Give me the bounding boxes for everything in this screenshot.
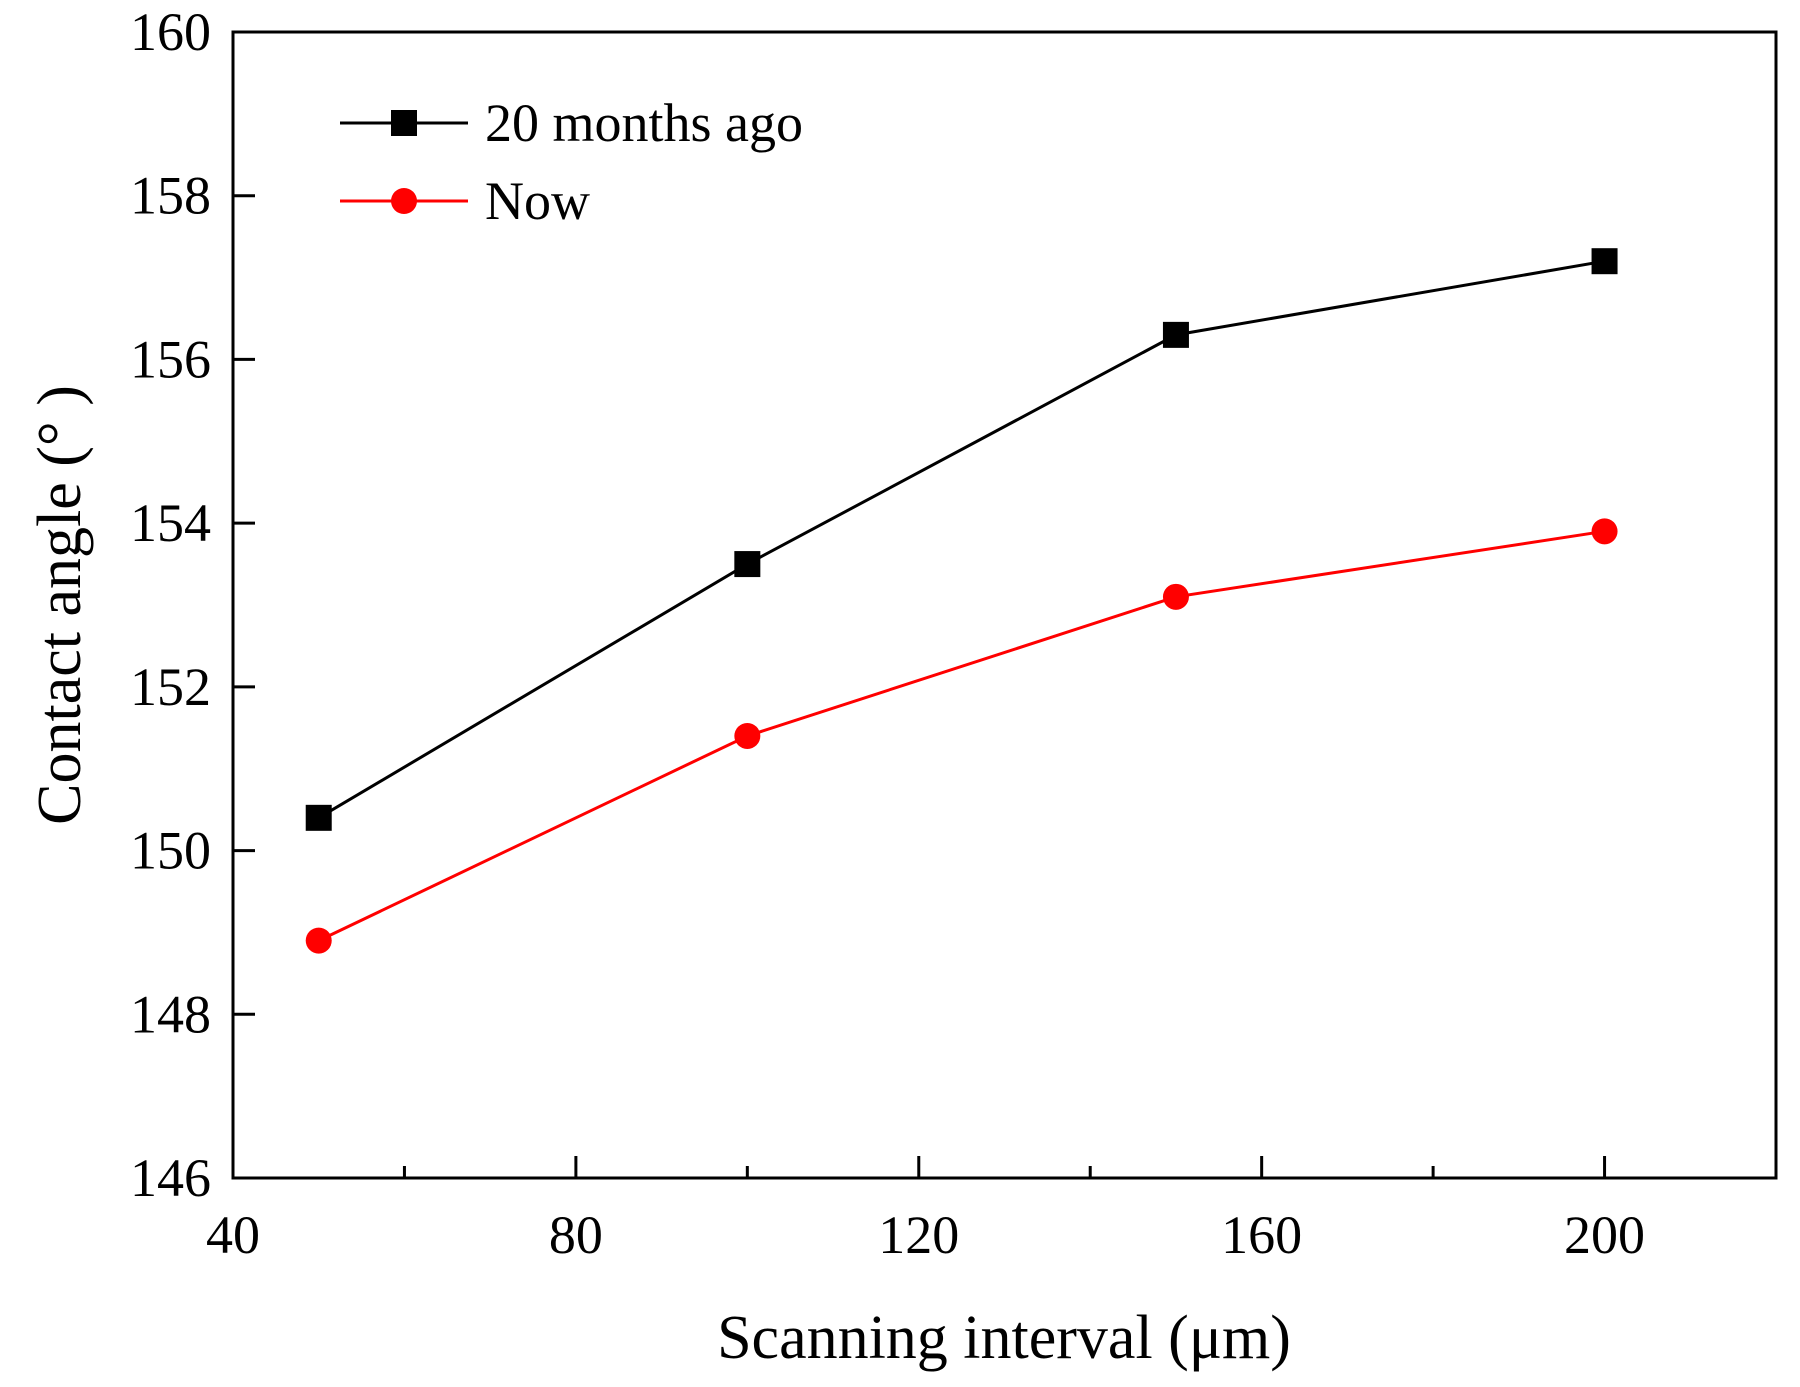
y-axis-title: Contact angle (° ) — [26, 385, 94, 825]
y-tick-label: 152 — [130, 657, 211, 717]
series-line-1 — [318, 529, 1605, 942]
legend-marker-circle — [391, 188, 417, 214]
data-point-circle — [734, 722, 761, 749]
data-point-square — [1591, 248, 1618, 275]
y-tick-label: 156 — [130, 329, 211, 389]
x-tick-label: 40 — [206, 1205, 260, 1265]
data-point-circle — [1162, 583, 1189, 610]
legend-label: 20 months ago — [485, 93, 803, 153]
x-tick-label: 200 — [1564, 1205, 1645, 1265]
series-group — [305, 248, 1618, 954]
data-point-circle — [1591, 518, 1618, 545]
data-point-circle — [305, 927, 332, 954]
x-axis-title: Scanning interval (μm) — [717, 1304, 1291, 1372]
data-point-square — [1162, 321, 1189, 348]
x-tick-label: 120 — [878, 1205, 959, 1265]
y-tick-label: 146 — [130, 1148, 211, 1208]
y-tick-label: 150 — [130, 821, 211, 881]
legend-label: Now — [485, 171, 590, 231]
data-point-square — [734, 551, 761, 578]
y-tick-label: 148 — [130, 984, 211, 1044]
y-tick-label: 160 — [130, 2, 211, 62]
legend: 20 months ago Now — [340, 93, 803, 231]
legend-marker-square — [391, 110, 417, 136]
x-tick-label: 80 — [549, 1205, 603, 1265]
plot-frame — [231, 30, 1778, 1180]
y-axis: 146 148 150 152 154 156 158 160 — [130, 2, 255, 1208]
data-point-square — [305, 804, 332, 831]
y-tick-label: 154 — [130, 493, 211, 553]
y-tick-label: 158 — [130, 166, 211, 226]
x-axis: 40 80 120 160 200 — [206, 1156, 1645, 1265]
series-line-0 — [317, 259, 1605, 820]
x-tick-label: 160 — [1221, 1205, 1302, 1265]
